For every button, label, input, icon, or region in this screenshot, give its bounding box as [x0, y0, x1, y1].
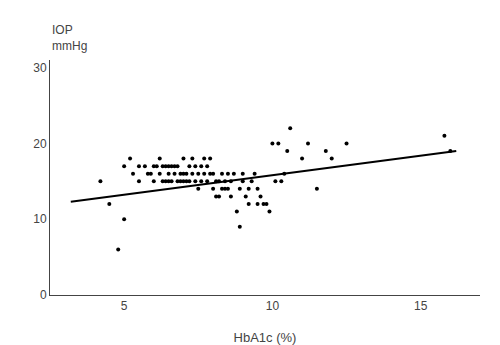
svg-text:15: 15 — [414, 299, 428, 313]
svg-text:30: 30 — [33, 61, 47, 75]
svg-text:20: 20 — [33, 137, 47, 151]
svg-text:10: 10 — [33, 212, 47, 226]
svg-text:HbA1c (%): HbA1c (%) — [234, 330, 297, 345]
svg-text:0: 0 — [40, 288, 47, 302]
svg-text:IOPmmHg: IOPmmHg — [52, 23, 87, 53]
svg-text:10: 10 — [266, 299, 280, 313]
svg-text:5: 5 — [121, 299, 128, 313]
